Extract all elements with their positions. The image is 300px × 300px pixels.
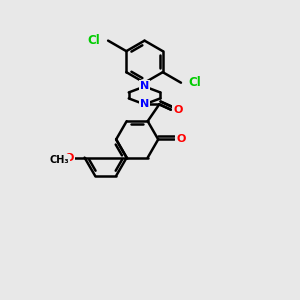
Text: O: O <box>176 134 185 144</box>
Text: N: N <box>140 99 149 110</box>
Text: O: O <box>64 153 74 163</box>
Text: O: O <box>173 105 183 115</box>
Text: CH₃: CH₃ <box>50 155 69 165</box>
Text: N: N <box>140 82 149 92</box>
Text: Cl: Cl <box>88 34 100 47</box>
Text: Cl: Cl <box>188 76 201 89</box>
